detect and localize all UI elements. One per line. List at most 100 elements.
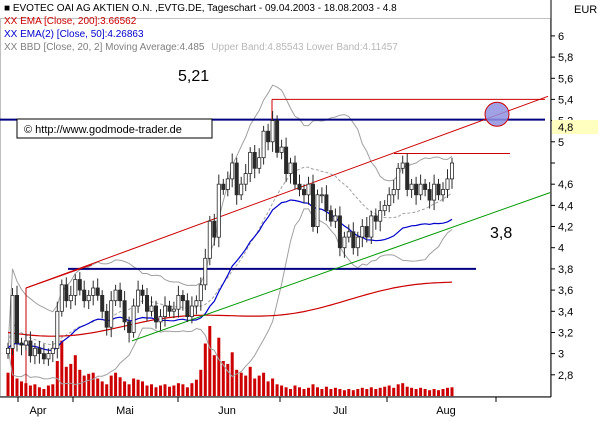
candle-body	[68, 294, 73, 302]
legend-bollinger-bands: Upper Band:4.85543 Lower Band:4.11457	[211, 42, 398, 53]
volume-bar	[302, 389, 306, 396]
volume-bar	[284, 387, 288, 397]
candle-body	[212, 220, 217, 238]
volume-bar	[441, 389, 445, 396]
volume-bar	[208, 326, 212, 396]
volume-bar	[311, 384, 315, 396]
price-tick-label: 3,2	[558, 328, 573, 340]
candle-body	[373, 215, 378, 222]
volume-bar	[235, 369, 239, 397]
volume-bar	[226, 363, 230, 396]
volume-bar	[78, 369, 82, 397]
ema50-line	[7, 199, 453, 352]
price-tick-label: 5,6	[558, 73, 573, 85]
volume-bar	[374, 389, 378, 396]
breakout-target-circle	[484, 101, 510, 127]
candle-body	[64, 284, 69, 302]
candle-body	[28, 340, 33, 357]
support-trend-line	[131, 192, 551, 342]
candlesticks	[6, 111, 454, 366]
volume-bar	[437, 390, 440, 396]
candle-body	[279, 146, 284, 153]
candle-body	[207, 220, 212, 259]
volume-bar	[82, 375, 86, 396]
volume-bar	[212, 355, 216, 396]
price-tick-label: 4,2	[558, 222, 573, 234]
candle-body	[310, 183, 315, 227]
volume-bar	[289, 389, 292, 396]
candle-body	[346, 231, 351, 238]
volume-bar	[6, 372, 10, 396]
price-tick-label: 4,4	[558, 200, 573, 212]
volume-bar	[154, 387, 158, 397]
candle-body	[230, 162, 235, 180]
candle-body	[418, 183, 423, 196]
candle-body	[382, 204, 387, 212]
chart-title-text: EVOTEC OAI AG AKTIEN O.N. ,EVTG.DE, Tage…	[13, 3, 397, 14]
candle-body	[104, 310, 109, 328]
candle-body	[176, 294, 181, 310]
candle-body	[86, 294, 91, 302]
volume-bar	[163, 384, 167, 396]
volume-bar	[316, 387, 319, 397]
last-price-label: 4,8	[558, 122, 573, 134]
volume-bar	[347, 389, 351, 396]
candle-body	[82, 289, 87, 302]
candle-body	[140, 289, 145, 296]
bollinger-lower	[7, 208, 453, 386]
volume-bar	[360, 387, 364, 396]
candle-body	[387, 194, 392, 206]
month-tick-label: Jul	[333, 405, 347, 417]
volume-bar	[185, 387, 189, 397]
trend-lines	[0, 95, 551, 396]
candle-body	[216, 183, 221, 238]
volume-bar	[423, 389, 427, 396]
volume-bar	[176, 383, 180, 396]
candle-body	[275, 120, 280, 153]
legend-bollinger-main: XX BBD [Close, 20, 2] Moving Average:4.4…	[4, 42, 205, 53]
volume-bar	[239, 372, 243, 396]
candle-body	[270, 120, 275, 143]
volume-bar	[356, 389, 360, 396]
volume-bar	[253, 378, 257, 396]
candle-body	[109, 300, 114, 328]
price-tick-label: 6	[558, 31, 564, 43]
candle-body	[324, 194, 329, 212]
candle-body	[405, 162, 410, 190]
volume-bars	[6, 326, 454, 397]
candle-body	[369, 215, 374, 238]
price-tick-label: 5,8	[558, 52, 573, 64]
volume-bar	[298, 387, 301, 397]
volume-bar	[320, 389, 324, 396]
volume-bar	[172, 385, 176, 396]
volume-bar	[194, 379, 198, 396]
legend-bollinger: XX BBD [Close, 20, 2] Moving Average:4.4…	[4, 42, 398, 53]
volume-bar	[271, 378, 275, 396]
volume-bar	[414, 389, 418, 396]
resistance-label: 5,21	[178, 68, 209, 85]
candle-body	[301, 189, 306, 196]
candle-body	[77, 279, 82, 291]
candle-body	[292, 162, 297, 185]
candle-body	[364, 226, 369, 238]
volume-bar	[37, 387, 41, 397]
candle-body	[234, 162, 239, 196]
volume-bar	[428, 390, 432, 396]
candle-body	[131, 305, 136, 333]
candle-body	[414, 183, 419, 196]
candle-body	[118, 289, 123, 302]
volume-bar	[324, 386, 328, 396]
time-axis: Apr Mai Jun Jul Aug	[17, 397, 497, 417]
price-tick-label: 3,4	[558, 306, 573, 318]
volume-bar	[392, 387, 396, 396]
volume-bar	[307, 387, 310, 396]
volume-bar	[387, 385, 391, 396]
support-label: 3,8	[490, 225, 512, 242]
candle-body	[14, 294, 19, 344]
legend-ema200: XX EMA [Close, 200]:3.66562	[4, 16, 137, 27]
volume-bar	[396, 384, 400, 396]
candle-body	[315, 194, 320, 228]
volume-bar	[275, 384, 279, 396]
volume-bar	[136, 379, 140, 396]
candle-body	[185, 300, 190, 318]
